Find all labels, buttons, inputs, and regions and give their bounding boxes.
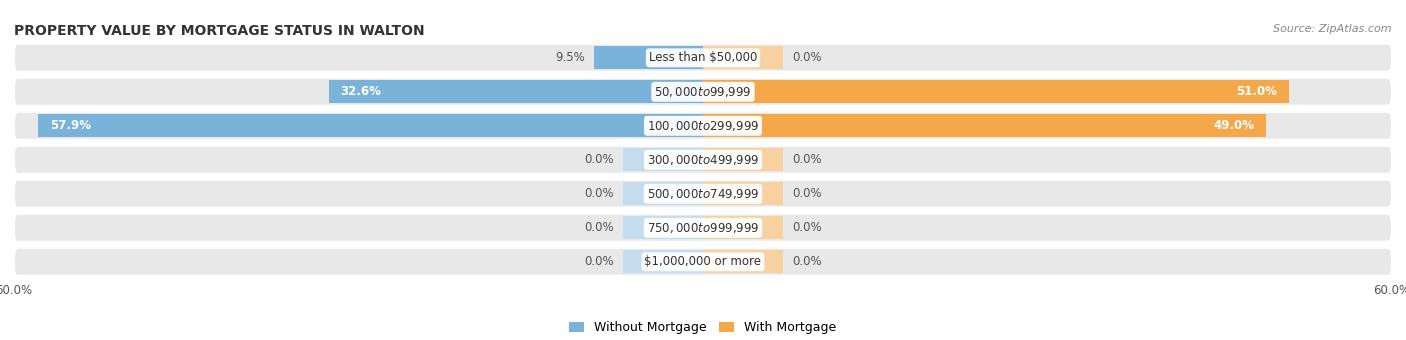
Legend: Without Mortgage, With Mortgage: Without Mortgage, With Mortgage	[564, 316, 842, 339]
Text: 0.0%: 0.0%	[793, 255, 823, 268]
Bar	[623, 216, 703, 239]
Text: 32.6%: 32.6%	[340, 85, 381, 98]
Text: $1,000,000 or more: $1,000,000 or more	[644, 255, 762, 268]
FancyBboxPatch shape	[14, 78, 1392, 106]
Text: 0.0%: 0.0%	[793, 221, 823, 234]
Bar	[703, 80, 1289, 103]
Bar	[703, 250, 783, 273]
Bar	[623, 182, 703, 205]
Text: Less than $50,000: Less than $50,000	[648, 51, 758, 64]
Bar	[703, 114, 1265, 137]
Text: $300,000 to $499,999: $300,000 to $499,999	[647, 153, 759, 167]
FancyBboxPatch shape	[14, 146, 1392, 174]
FancyBboxPatch shape	[14, 214, 1392, 242]
FancyBboxPatch shape	[14, 44, 1392, 72]
Text: 49.0%: 49.0%	[1213, 119, 1254, 132]
FancyBboxPatch shape	[14, 180, 1392, 208]
Bar	[703, 182, 783, 205]
Text: $750,000 to $999,999: $750,000 to $999,999	[647, 221, 759, 235]
Text: 51.0%: 51.0%	[1236, 85, 1277, 98]
Text: 0.0%: 0.0%	[583, 221, 613, 234]
Bar	[38, 114, 703, 137]
Text: 0.0%: 0.0%	[793, 51, 823, 64]
Bar	[703, 216, 783, 239]
Text: 9.5%: 9.5%	[555, 51, 585, 64]
Bar	[703, 148, 783, 171]
Bar	[329, 80, 703, 103]
Text: 0.0%: 0.0%	[583, 153, 613, 166]
Text: 0.0%: 0.0%	[793, 153, 823, 166]
Text: Source: ZipAtlas.com: Source: ZipAtlas.com	[1274, 24, 1392, 34]
Text: 0.0%: 0.0%	[583, 187, 613, 200]
Text: 57.9%: 57.9%	[49, 119, 90, 132]
FancyBboxPatch shape	[14, 112, 1392, 140]
Bar	[593, 46, 703, 69]
Text: $100,000 to $299,999: $100,000 to $299,999	[647, 119, 759, 133]
Bar	[703, 46, 783, 69]
Text: 0.0%: 0.0%	[583, 255, 613, 268]
FancyBboxPatch shape	[14, 248, 1392, 276]
Text: $50,000 to $99,999: $50,000 to $99,999	[654, 85, 752, 99]
Text: 0.0%: 0.0%	[793, 187, 823, 200]
Bar	[623, 148, 703, 171]
Bar	[623, 250, 703, 273]
Text: PROPERTY VALUE BY MORTGAGE STATUS IN WALTON: PROPERTY VALUE BY MORTGAGE STATUS IN WAL…	[14, 24, 425, 38]
Text: $500,000 to $749,999: $500,000 to $749,999	[647, 187, 759, 201]
